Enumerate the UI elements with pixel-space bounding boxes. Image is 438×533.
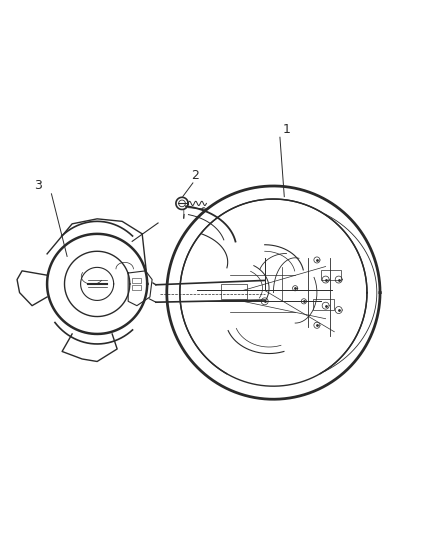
Bar [132, 278, 141, 283]
Polygon shape [128, 271, 152, 305]
Bar [313, 299, 334, 310]
Text: 2: 2 [191, 168, 199, 182]
Text: 1: 1 [283, 123, 290, 136]
Bar [321, 270, 341, 279]
Text: 3: 3 [35, 180, 42, 192]
Bar [132, 285, 141, 290]
Bar [221, 284, 247, 299]
